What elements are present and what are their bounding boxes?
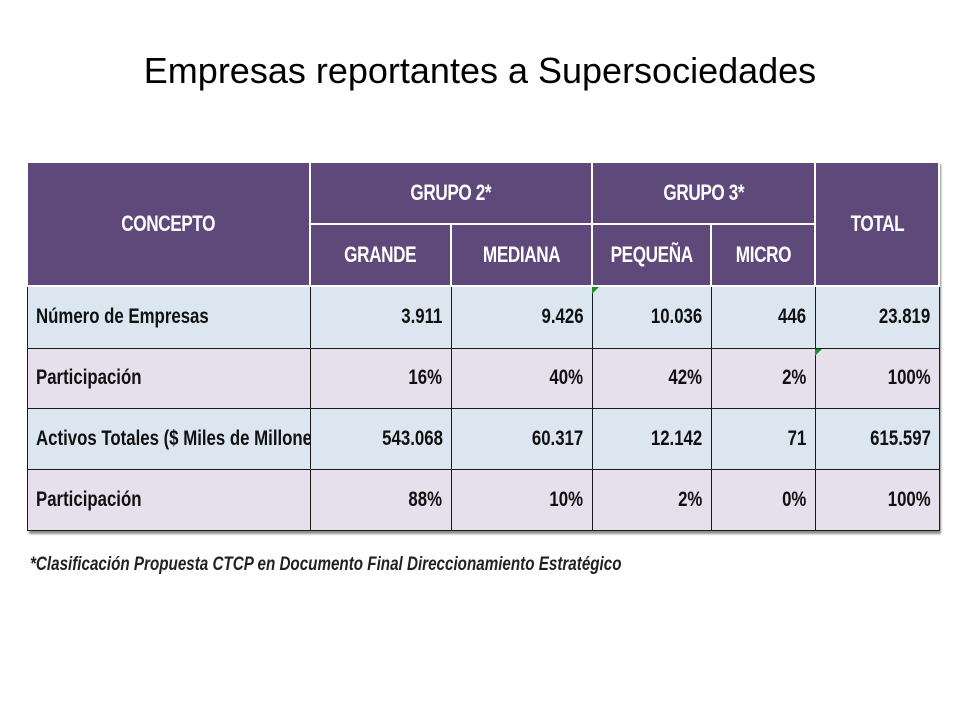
header-mediana: MEDIANA (450, 223, 593, 287)
cell-total: 100% (814, 469, 940, 531)
row-label: Número de Empresas (26, 285, 311, 349)
footnote: *Clasificación Propuesta CTCP en Documen… (30, 554, 622, 575)
cell-comment-marker (815, 349, 822, 356)
header-total: TOTAL (814, 161, 940, 287)
row-label: Participación (26, 347, 311, 410)
table-row: Número de Empresas 3.911 9.426 10.036 44… (26, 285, 940, 349)
cell-mediana: 60.317 (450, 408, 593, 471)
header-concepto: CONCEPTO (26, 161, 311, 287)
header-pequena: PEQUEÑA (591, 223, 712, 287)
cell-grande: 16% (309, 347, 452, 410)
cell-micro: 71 (710, 408, 816, 471)
table-row: Activos Totales ($ Miles de Millones) 54… (26, 408, 940, 471)
cell-grande: 543.068 (309, 408, 452, 471)
cell-mediana: 9.426 (450, 285, 593, 349)
cell-pequena: 12.142 (591, 408, 712, 471)
cell-micro: 2% (710, 347, 816, 410)
cell-grande: 88% (309, 469, 452, 531)
row-label: Activos Totales ($ Miles de Millones) (26, 408, 311, 471)
cell-micro: 446 (710, 285, 816, 349)
cell-pequena: 10.036 (591, 285, 712, 349)
slide-title: Empresas reportantes a Supersociedades (143, 50, 817, 91)
cell-pequena: 2% (591, 469, 712, 531)
cell-total: 100% (814, 347, 940, 410)
row-label: Participación (26, 469, 311, 531)
cell-micro: 0% (710, 469, 816, 531)
cell-mediana: 40% (450, 347, 593, 410)
table-row: Participación 88% 10% 2% 0% 100% (26, 469, 940, 531)
cell-comment-marker (592, 287, 599, 294)
header-micro: MICRO (710, 223, 816, 287)
cell-total: 23.819 (814, 285, 940, 349)
cell-mediana: 10% (450, 469, 593, 531)
header-grupo-3: GRUPO 3* (591, 161, 816, 225)
table-row: Participación 16% 40% 42% 2% 100% (26, 347, 940, 410)
header-grande: GRANDE (309, 223, 452, 287)
cell-total: 615.597 (814, 408, 940, 471)
header-grupo-2: GRUPO 2* (309, 161, 593, 225)
cell-grande: 3.911 (309, 285, 452, 349)
cell-pequena: 42% (591, 347, 712, 410)
data-table: CONCEPTO GRUPO 2* GRUPO 3* TOTAL GRANDE … (26, 161, 940, 531)
